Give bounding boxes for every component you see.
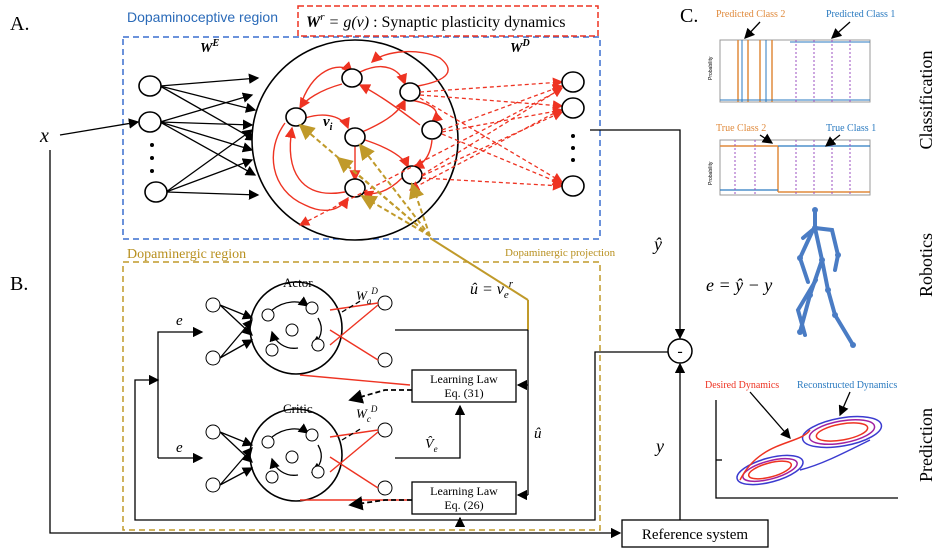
sum-sign: - bbox=[677, 343, 682, 360]
weights-label: WD bbox=[510, 38, 530, 56]
input-label: x bbox=[39, 125, 49, 147]
signal-label: y bbox=[654, 436, 664, 456]
learning-law-label: Learning Law bbox=[430, 372, 498, 386]
class-label: True Class 2 bbox=[716, 123, 766, 134]
signal-label: e bbox=[176, 440, 183, 456]
learning-law-label: Eq. (26) bbox=[444, 498, 483, 512]
classification-plot bbox=[720, 135, 870, 195]
axis-label: Probability bbox=[708, 161, 714, 185]
class-label: Predicted Class 1 bbox=[826, 9, 895, 20]
output-layer bbox=[562, 72, 584, 196]
panel-label: C. bbox=[680, 5, 698, 27]
learning-law-label: Learning Law bbox=[430, 484, 498, 498]
signal-label: û bbox=[534, 426, 542, 442]
axis-label: Probability bbox=[708, 56, 714, 80]
robot-figure bbox=[797, 207, 856, 348]
signal-label: V̂e bbox=[425, 436, 438, 454]
network-label: Critic bbox=[283, 401, 313, 416]
series-label: Reconstructed Dynamics bbox=[797, 380, 897, 391]
input-layer bbox=[60, 76, 258, 202]
series-label: Desired Dynamics bbox=[705, 380, 779, 391]
projection-label: Dopaminergic projection bbox=[505, 247, 616, 259]
learning-law-label: Eq. (31) bbox=[444, 386, 483, 400]
application-label: Robotics bbox=[916, 233, 936, 297]
signal-label: e = ŷ − y bbox=[706, 275, 772, 295]
signal-label: ŷ bbox=[652, 234, 662, 254]
signal-label: e bbox=[176, 313, 183, 329]
class-label: True Class 1 bbox=[826, 123, 876, 134]
classification-plot bbox=[720, 22, 870, 102]
diagram: A. B. C. Dopaminoceptive region Wr = g(v… bbox=[0, 0, 939, 551]
weights-label: WE bbox=[200, 38, 219, 56]
control-label: û = ver bbox=[470, 278, 514, 301]
critic-network bbox=[206, 409, 410, 501]
panel-label: A. bbox=[10, 13, 29, 35]
actor-network bbox=[206, 282, 410, 385]
network-label: Actor bbox=[283, 275, 313, 290]
region-label: Dopaminoceptive region bbox=[127, 9, 278, 25]
application-label: Prediction bbox=[916, 408, 936, 482]
prediction-plot bbox=[716, 392, 898, 498]
weights-label: WcD bbox=[356, 404, 378, 424]
formula: Wr = g(v) : Synaptic plasticity dynamics bbox=[306, 11, 566, 31]
reference-label: Reference system bbox=[642, 527, 749, 543]
region-label: Dopaminergic region bbox=[127, 247, 246, 262]
panel-label: B. bbox=[10, 273, 28, 295]
class-label: Predicted Class 2 bbox=[716, 9, 785, 20]
application-label: Classification bbox=[916, 51, 936, 150]
